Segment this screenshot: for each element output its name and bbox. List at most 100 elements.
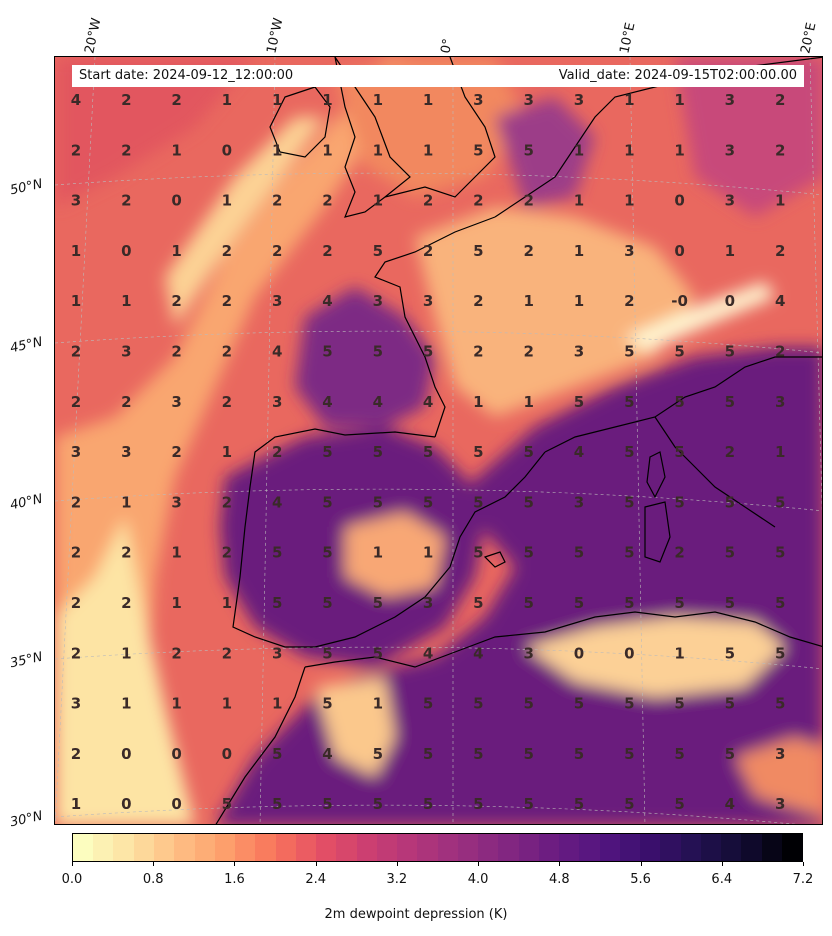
grid-value: 1 xyxy=(171,141,181,159)
grid-value: 5 xyxy=(574,745,584,763)
grid-value: 5 xyxy=(373,242,383,260)
colorbar-segment xyxy=(234,834,256,861)
grid-value: 5 xyxy=(624,695,634,713)
grid-value: 1 xyxy=(423,141,433,159)
grid-value: 2 xyxy=(272,443,282,461)
grid-value: 5 xyxy=(725,644,735,662)
grid-value: 1 xyxy=(71,795,81,813)
grid-value: -0 xyxy=(671,292,688,310)
grid-value: 5 xyxy=(725,745,735,763)
grid-value: 3 xyxy=(725,91,735,109)
lat-label-40n: 40°N xyxy=(8,491,44,514)
lat-label-45n: 45°N xyxy=(8,334,44,357)
grid-value: 1 xyxy=(171,242,181,260)
grid-value: 5 xyxy=(272,745,282,763)
grid-value: 1 xyxy=(423,544,433,562)
colorbar-segment xyxy=(700,834,722,861)
grid-value: 5 xyxy=(373,343,383,361)
grid-value: 5 xyxy=(574,795,584,813)
grid-value: 1 xyxy=(222,443,232,461)
grid-value: 5 xyxy=(624,745,634,763)
grid-value: 0 xyxy=(674,192,684,210)
grid-value: 2 xyxy=(222,393,232,411)
grid-value: 0 xyxy=(121,795,131,813)
grid-value: 1 xyxy=(171,544,181,562)
grid-value: 2 xyxy=(71,745,81,763)
grid-value: 3 xyxy=(171,493,181,511)
colorbar-segment xyxy=(478,834,499,861)
grid-value: 3 xyxy=(71,695,81,713)
grid-value: 1 xyxy=(775,192,785,210)
grid-value: 2 xyxy=(775,343,785,361)
grid-value: 5 xyxy=(725,594,735,612)
map-panel: 4 2 2 1 1 1 1 1 3 3 3 1 1 3 2 2 2 1 0 1 1 1 1 5 5 1 1 1 3 2 3 2 0 1 2 2 1 2 2 2… xyxy=(54,56,823,825)
grid-value: 3 xyxy=(272,292,282,310)
grid-value: 2 xyxy=(272,192,282,210)
grid-value: 5 xyxy=(423,745,433,763)
grid-value: 4 xyxy=(322,292,332,310)
grid-value: 5 xyxy=(725,493,735,511)
grid-value: 0 xyxy=(674,242,684,260)
grid-value: 1 xyxy=(624,141,634,159)
grid-value: 5 xyxy=(373,594,383,612)
grid-value: 3 xyxy=(574,493,584,511)
grid-value: 2 xyxy=(624,292,634,310)
colorbar-tick-mark xyxy=(721,862,723,866)
colorbar-tick-label: 4.0 xyxy=(467,872,489,887)
lon-label-10w: 10°W xyxy=(264,16,287,55)
grid-value: 5 xyxy=(322,594,332,612)
grid-value: 5 xyxy=(624,594,634,612)
grid-value: 5 xyxy=(523,493,533,511)
colorbar-label: 2m dewpoint depression (K) xyxy=(324,907,508,922)
valid-date: Valid_date: 2024-09-15T02:00:00.00 xyxy=(558,68,797,83)
grid-value: 1 xyxy=(624,91,634,109)
grid-value: 1 xyxy=(674,644,684,662)
grid-value: 2 xyxy=(322,192,332,210)
grid-value: 0 xyxy=(725,292,735,310)
grid-value: 2 xyxy=(121,141,131,159)
lon-label-0: 0° xyxy=(438,37,457,55)
grid-value: 5 xyxy=(272,795,282,813)
grid-value: 5 xyxy=(624,443,634,461)
grid-value: 0 xyxy=(574,644,584,662)
colorbar-segment xyxy=(640,834,661,861)
grid-value: 5 xyxy=(574,544,584,562)
grid-value: 2 xyxy=(473,292,483,310)
colorbar-segment xyxy=(153,834,175,861)
colorbar-segment xyxy=(761,834,783,861)
colorbar-segment xyxy=(680,834,702,861)
colorbar-segment xyxy=(720,834,742,861)
grid-value: 5 xyxy=(473,544,483,562)
grid-value: 1 xyxy=(574,141,584,159)
colorbar-tick-label: 0.0 xyxy=(61,872,83,887)
grid-value: 5 xyxy=(423,795,433,813)
grid-value: 4 xyxy=(423,644,433,662)
grid-value: 4 xyxy=(322,745,332,763)
grid-value: 2 xyxy=(473,343,483,361)
grid-value: 4 xyxy=(775,292,785,310)
grid-value: 3 xyxy=(725,141,735,159)
colorbar-tick-mark xyxy=(559,862,561,866)
grid-value: 1 xyxy=(373,141,383,159)
value-grid: 4 2 2 1 1 1 1 1 3 3 3 1 1 3 2 2 2 1 0 1 1 1 1 5 5 1 1 1 3 2 3 2 0 1 2 2 1 2 2 2… xyxy=(71,91,786,813)
grid-value: 1 xyxy=(222,594,232,612)
grid-value: 3 xyxy=(574,343,584,361)
grid-value: 2 xyxy=(523,192,533,210)
grid-value: 5 xyxy=(674,493,684,511)
grid-value: 5 xyxy=(473,745,483,763)
grid-value: 5 xyxy=(473,795,483,813)
date-banner: Start date: 2024-09-12_12:00:00 Valid_da… xyxy=(72,65,804,87)
grid-value: 2 xyxy=(171,644,181,662)
grid-value: 2 xyxy=(222,242,232,260)
grid-value: 1 xyxy=(473,393,483,411)
grid-value: 1 xyxy=(171,695,181,713)
grid-value: 5 xyxy=(574,594,584,612)
grid-value: 5 xyxy=(272,544,282,562)
colorbar-segment xyxy=(396,834,418,861)
colorbar-segment xyxy=(376,834,398,861)
grid-value: 4 xyxy=(423,393,433,411)
lon-label-10e: 10°E xyxy=(617,21,639,56)
grid-value: 5 xyxy=(574,695,584,713)
grid-value: 1 xyxy=(71,292,81,310)
grid-value: 5 xyxy=(322,343,332,361)
